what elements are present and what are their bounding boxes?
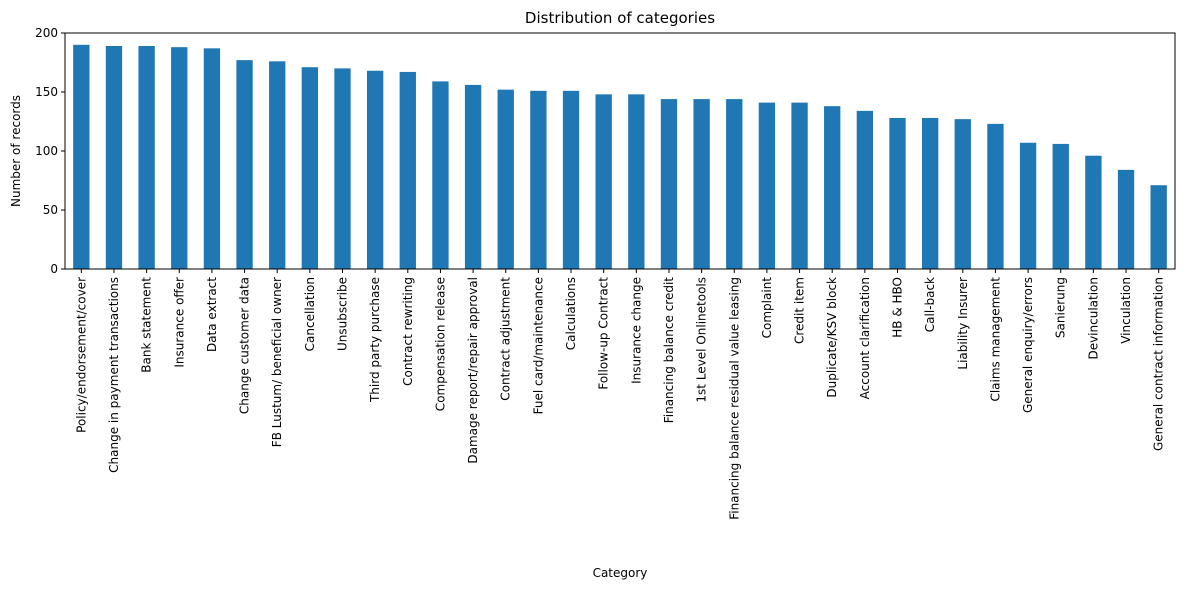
x-tick-label: Contract adjustment bbox=[499, 277, 513, 401]
bar bbox=[791, 102, 808, 270]
bar bbox=[203, 48, 221, 270]
bar bbox=[562, 90, 580, 269]
y-axis-label: Number of records bbox=[9, 95, 23, 207]
x-tick-label: HB & HBO bbox=[891, 277, 905, 338]
x-tick-label: Credit item bbox=[793, 277, 807, 344]
x-axis-ticks: Policy/endorsement/cover Change in paymen… bbox=[74, 269, 1166, 520]
bar bbox=[171, 47, 188, 269]
x-tick-label: Claims management bbox=[988, 277, 1002, 402]
bar bbox=[366, 70, 384, 269]
x-tick-label: Vinculation bbox=[1119, 277, 1133, 344]
bar bbox=[73, 44, 90, 269]
bar bbox=[628, 94, 645, 269]
bar bbox=[987, 123, 1004, 269]
bar bbox=[464, 84, 482, 269]
y-tick-label: 0 bbox=[50, 262, 58, 276]
bar bbox=[1019, 142, 1037, 269]
plot-frame bbox=[64, 32, 1176, 270]
x-tick-label: Unsubscribe bbox=[336, 277, 350, 351]
x-tick-label: Change in payment transactions bbox=[107, 277, 121, 473]
x-tick-label: General contract information bbox=[1152, 277, 1166, 451]
x-tick-label: Fuel card/maintenance bbox=[531, 277, 545, 414]
bar bbox=[954, 119, 971, 269]
bar bbox=[236, 60, 253, 269]
bar bbox=[301, 67, 319, 269]
bar bbox=[693, 99, 710, 269]
x-tick-label: Damage report/repair approval bbox=[466, 277, 480, 464]
y-tick-label: 150 bbox=[35, 85, 58, 99]
y-tick-label: 50 bbox=[43, 203, 58, 217]
x-tick-label: Bank statement bbox=[140, 277, 154, 373]
y-tick-label: 100 bbox=[35, 144, 58, 158]
bar bbox=[1085, 155, 1102, 269]
bar bbox=[105, 45, 123, 270]
bar bbox=[824, 106, 841, 269]
x-tick-label: Insurance change bbox=[629, 277, 643, 384]
x-tick-label: Account clarification bbox=[858, 277, 872, 399]
bar bbox=[1052, 143, 1069, 269]
bar bbox=[921, 117, 939, 270]
x-tick-label: Insurance offer bbox=[172, 277, 186, 368]
x-tick-label: Devinculation bbox=[1086, 277, 1100, 360]
x-tick-label: Change customer data bbox=[238, 277, 252, 414]
x-tick-label: General enquiry/errors bbox=[1021, 277, 1035, 413]
x-tick-label: Financing balance credit bbox=[662, 277, 676, 424]
y-axis-ticks: 0 50 100 150 200 bbox=[35, 26, 65, 276]
x-tick-label: Cancellation bbox=[303, 277, 317, 351]
bar bbox=[889, 117, 906, 270]
bar bbox=[497, 89, 514, 269]
bar bbox=[399, 71, 416, 269]
x-tick-label: 1st Level Onlinetools bbox=[695, 277, 709, 403]
x-tick-label: Third party purchase bbox=[368, 277, 382, 403]
x-tick-label: Liability Insurer bbox=[956, 277, 970, 370]
x-tick-label: Calculations bbox=[564, 277, 578, 350]
bar bbox=[856, 110, 874, 269]
x-tick-label: FB Lustum/ beneficial owner bbox=[270, 277, 284, 447]
bar bbox=[530, 90, 547, 269]
x-tick-label: Call-back bbox=[923, 277, 937, 332]
bar bbox=[138, 45, 155, 270]
x-tick-label: Policy/endorsement/cover bbox=[74, 277, 88, 433]
bar bbox=[334, 68, 351, 270]
x-tick-label: Complaint bbox=[760, 277, 774, 339]
bar bbox=[660, 99, 678, 269]
bar bbox=[1117, 169, 1135, 269]
x-tick-label: Compensation release bbox=[433, 277, 447, 411]
bar bbox=[269, 61, 286, 269]
bar bbox=[726, 99, 743, 269]
chart-title: Distribution of categories bbox=[525, 9, 715, 27]
x-tick-label: Financing balance residual value leasing bbox=[727, 277, 741, 520]
bar bbox=[1150, 185, 1167, 269]
x-tick-label: Data extract bbox=[205, 277, 219, 352]
bar bbox=[758, 102, 776, 270]
y-tick-label: 200 bbox=[35, 26, 58, 40]
x-tick-label: Sanierung bbox=[1054, 277, 1068, 338]
bar bbox=[432, 81, 449, 269]
bars-group bbox=[73, 44, 1167, 270]
x-tick-label: Contract rewriting bbox=[401, 277, 415, 386]
x-axis-label: Category bbox=[593, 566, 648, 580]
x-tick-label: Duplicate/KSV block bbox=[825, 277, 839, 398]
x-tick-label: Follow-up Contract bbox=[597, 277, 611, 390]
bar bbox=[595, 94, 612, 269]
